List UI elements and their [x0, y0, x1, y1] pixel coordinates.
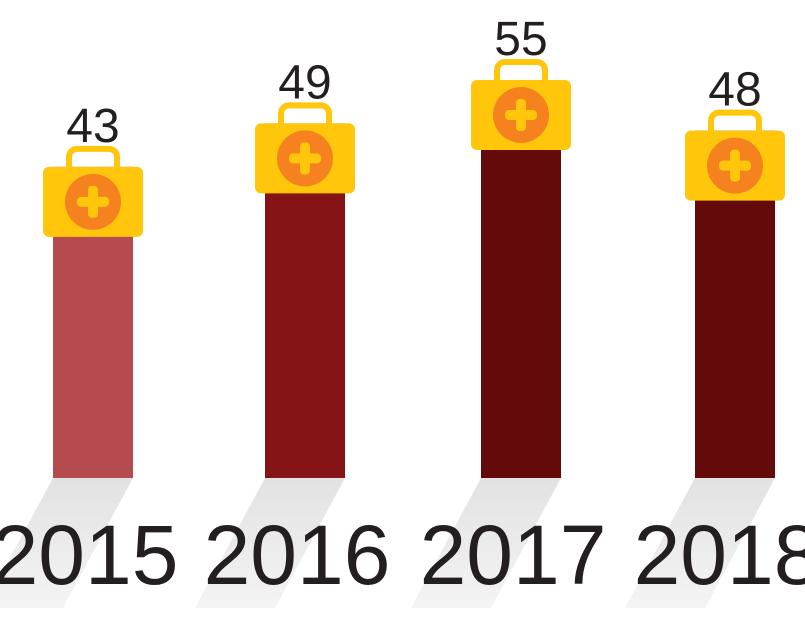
- case-cross: [516, 99, 526, 131]
- x-tick-label: 2018: [634, 508, 805, 602]
- bar-shadow: [195, 478, 345, 608]
- value-label: 49: [278, 56, 331, 109]
- bar-shadow: [625, 478, 775, 608]
- case-cross: [88, 185, 98, 218]
- value-label: 55: [494, 13, 547, 66]
- bar-shadow: [411, 478, 561, 608]
- x-tick-label: 2016: [204, 508, 391, 602]
- value-label: 48: [708, 64, 761, 117]
- case-cross: [730, 149, 740, 182]
- bar-shadow: [0, 478, 133, 608]
- value-label: 43: [66, 100, 119, 153]
- case-cross: [300, 142, 310, 175]
- x-tick-label: 2017: [420, 508, 607, 602]
- x-tick-label: 2015: [0, 508, 178, 602]
